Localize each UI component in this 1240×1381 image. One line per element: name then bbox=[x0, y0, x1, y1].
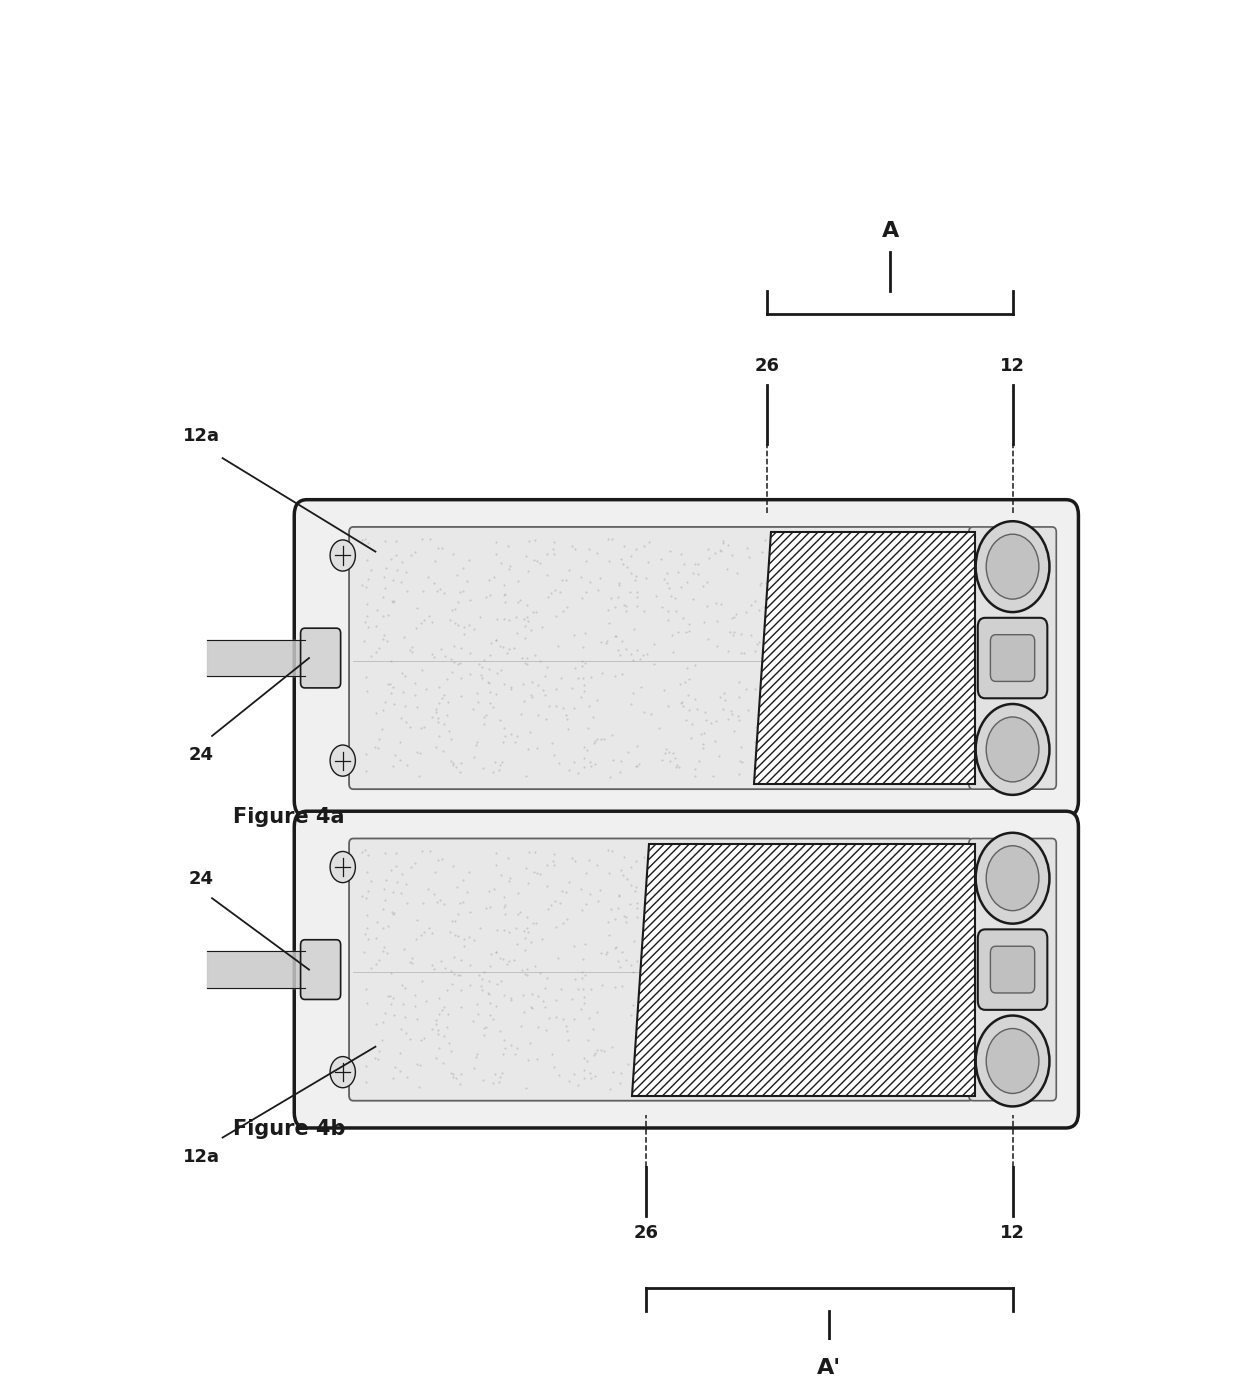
Text: Figure 4b: Figure 4b bbox=[233, 1119, 346, 1139]
FancyBboxPatch shape bbox=[300, 628, 341, 688]
Text: Figure 4a: Figure 4a bbox=[233, 808, 345, 827]
Text: A: A bbox=[882, 221, 899, 242]
Circle shape bbox=[330, 852, 356, 882]
Circle shape bbox=[976, 521, 1049, 612]
FancyBboxPatch shape bbox=[968, 838, 1056, 1101]
Circle shape bbox=[976, 833, 1049, 924]
FancyBboxPatch shape bbox=[978, 929, 1048, 1010]
FancyBboxPatch shape bbox=[300, 939, 341, 1000]
Text: 12: 12 bbox=[999, 1224, 1025, 1242]
FancyBboxPatch shape bbox=[294, 500, 1079, 816]
Text: 24: 24 bbox=[188, 746, 215, 764]
Circle shape bbox=[986, 717, 1039, 782]
Polygon shape bbox=[754, 532, 975, 784]
FancyBboxPatch shape bbox=[991, 635, 1034, 681]
Text: 12a: 12a bbox=[184, 427, 219, 445]
Circle shape bbox=[976, 1015, 1049, 1106]
Circle shape bbox=[986, 845, 1039, 910]
FancyBboxPatch shape bbox=[350, 528, 973, 789]
Circle shape bbox=[330, 1056, 356, 1088]
Circle shape bbox=[986, 534, 1039, 599]
Text: 24: 24 bbox=[188, 870, 215, 888]
Circle shape bbox=[986, 1029, 1039, 1094]
Text: 26: 26 bbox=[634, 1224, 658, 1242]
Text: A': A' bbox=[817, 1358, 842, 1378]
FancyBboxPatch shape bbox=[991, 946, 1034, 993]
FancyBboxPatch shape bbox=[968, 528, 1056, 789]
Text: 12: 12 bbox=[999, 358, 1025, 376]
Circle shape bbox=[976, 704, 1049, 795]
Circle shape bbox=[330, 744, 356, 776]
Circle shape bbox=[330, 540, 356, 572]
FancyBboxPatch shape bbox=[350, 838, 973, 1101]
Text: 26: 26 bbox=[755, 358, 780, 376]
Polygon shape bbox=[632, 844, 975, 1095]
FancyBboxPatch shape bbox=[978, 617, 1048, 699]
FancyBboxPatch shape bbox=[294, 811, 1079, 1128]
Text: 12a: 12a bbox=[184, 1148, 219, 1166]
